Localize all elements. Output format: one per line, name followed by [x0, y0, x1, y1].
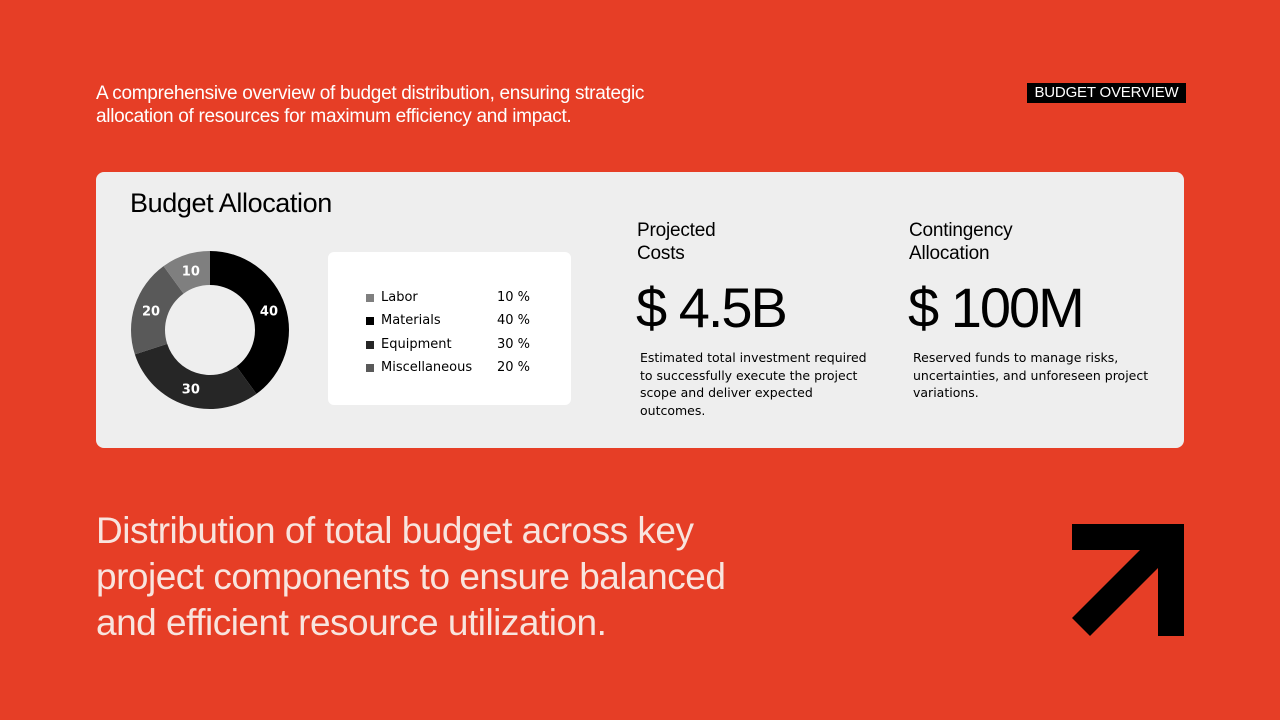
donut-slice-materials — [210, 251, 289, 394]
projected-costs-value: $ 4.5B — [636, 276, 788, 339]
budget-donut-chart: 40 30 20 10 — [131, 251, 289, 409]
projected-costs-description: Estimated total investment required to s… — [640, 350, 867, 418]
budget-card: Budget Allocation 40 30 20 10 Labor 10 % Ma… — [96, 172, 1184, 448]
contingency-description: Reserved funds to manage risks, uncertai… — [913, 350, 1149, 400]
section-tag: BUDGET OVERVIEW — [1027, 83, 1186, 103]
legend-percent: 20 % — [496, 360, 530, 375]
legend-item-labor: Labor 10 % — [364, 288, 536, 308]
projected-costs-label: Projected Costs — [637, 220, 716, 264]
legend-percent: 10 % — [496, 290, 530, 305]
donut-slice-labor — [163, 251, 210, 294]
donut-label-miscellaneous: 20 — [142, 304, 160, 319]
card-title: Budget Allocation — [130, 188, 332, 218]
headline: Distribution of total budget across key … — [96, 510, 726, 643]
legend-percent: 40 % — [496, 313, 530, 328]
donut-slice-equipment — [134, 343, 257, 409]
donut-slice-miscellaneous — [131, 266, 184, 355]
legend-item-materials: Materials 40 % — [364, 311, 536, 331]
legend-label: Labor — [381, 290, 418, 305]
intro-text: A comprehensive overview of budget distr… — [96, 83, 645, 127]
contingency-value: $ 100M — [908, 276, 1085, 339]
legend-label: Equipment — [381, 337, 452, 352]
legend-swatch — [366, 317, 374, 325]
donut-label-materials: 40 — [260, 304, 278, 319]
contingency-label: Contingency Allocation — [909, 220, 1013, 264]
legend-item-miscellaneous: Miscellaneous 20 % — [364, 358, 536, 378]
legend-label: Miscellaneous — [381, 360, 473, 375]
legend-swatch — [366, 294, 374, 302]
arrow-up-right-icon — [1072, 524, 1184, 636]
legend-swatch — [366, 364, 374, 372]
donut-label-equipment: 30 — [182, 382, 200, 397]
chart-legend: Labor 10 % Materials 40 % Equipment 30 %… — [328, 252, 571, 405]
legend-label: Materials — [381, 313, 441, 328]
donut-label-labor: 10 — [182, 265, 200, 280]
legend-percent: 30 % — [496, 337, 530, 352]
legend-swatch — [366, 341, 374, 349]
legend-item-equipment: Equipment 30 % — [364, 335, 536, 355]
